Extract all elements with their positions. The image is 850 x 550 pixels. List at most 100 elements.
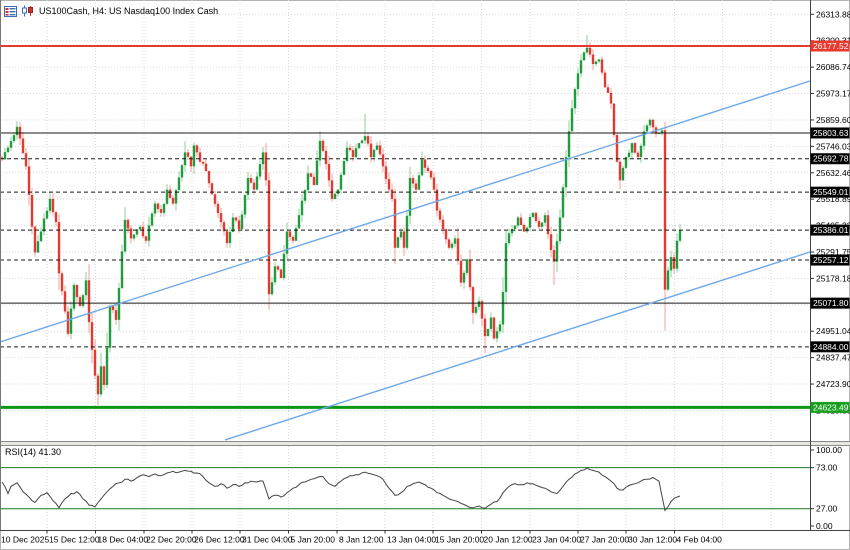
rsi-tick-label: 0.00 [816,521,833,531]
candle-up [174,190,178,204]
rsi-tick-label: 100.00 [816,445,842,455]
level-price-badge-label: 24884.00 [813,342,849,352]
candle-down [129,228,133,239]
level-price-badge [810,153,850,165]
level-price-badge-label: 25386.01 [813,225,849,235]
candle-down [411,177,415,184]
level-price-badge [810,254,850,266]
market-watch-icon[interactable] [4,5,17,17]
ascending-channel-lower[interactable] [224,251,811,441]
rsi-tick-label: 27.00 [816,504,838,514]
candle-down [522,224,526,232]
candle-up [597,59,601,62]
separator-band[interactable] [0,441,850,446]
candle-down [381,154,385,167]
level-price-badge-label: 24623.49 [813,402,849,412]
candle-up [318,140,322,161]
candle-up [465,259,469,273]
candle-down [96,375,100,395]
candle-down [189,156,193,167]
candle-up [585,47,589,53]
candle-up [474,306,478,313]
candle-down [633,143,637,153]
candle-down [126,219,130,229]
candle-up [375,145,379,150]
candle-down [321,140,325,151]
time-tick-label: 13 Jan 04:00 [387,535,436,545]
price-tick-label: 25973.17 [816,89,850,99]
price-tick-label: 24951.04 [816,326,850,336]
candle-up [246,177,250,195]
level-price-badge [810,401,850,413]
candle-down [27,166,31,195]
candle-down [348,147,352,151]
candle-up [642,131,646,146]
ascending-channel-upper[interactable] [0,80,811,343]
candle-up [363,136,367,141]
candle-up [372,149,376,158]
candle-up [666,270,670,290]
candle-down [210,183,214,195]
time-tick-label: 10 Dec 2025 [1,535,49,545]
candle-down [33,226,37,253]
candle-up [81,295,85,306]
price-axis: 26313.8826200.3126086.7425973.1725859.60… [810,9,850,415]
candle-up [564,157,568,188]
candle-up [630,143,634,153]
candle-up [333,193,337,199]
candle-up [504,243,508,292]
candle-up [543,215,547,223]
time-tick-label: 15 Dec 12:00 [49,535,100,545]
candle-up [648,119,652,126]
candle-up [300,200,304,216]
price-tick-label: 25518.89 [816,194,850,204]
candle-down [618,161,622,181]
candle-down [186,152,190,157]
time-tick-label: 27 Jan 20:00 [580,535,629,545]
candle-down [144,236,148,241]
candle-down [279,269,283,278]
candle-down [351,150,355,158]
candle-down [198,152,202,162]
candle-up [453,238,457,244]
price-tick-label: 24837.47 [816,353,850,363]
price-tick-label: 26313.88 [816,9,850,19]
candle-down [651,119,655,128]
candle-up [528,217,532,228]
time-tick-label: 8 Jan 12:00 [339,535,384,545]
candle-up [573,89,577,109]
level-price-badge-label: 25692.78 [813,154,849,164]
candle-up [306,173,310,191]
candle-up [84,280,88,296]
candle-down [429,171,433,178]
candle-down [519,217,523,225]
candle-up [486,328,490,337]
rsi-indicator-label: RSI(14) 41.30 [5,447,62,457]
candle-up [150,213,154,226]
candle-up [594,61,598,65]
candle-down [324,150,328,165]
rsi-panel-layer [0,467,810,512]
candle-down [369,143,373,158]
candle-down [600,59,604,73]
candle-down [60,273,64,292]
candle-down [432,177,436,190]
panel-separator [0,441,850,446]
candle-up [9,141,13,148]
candle-up [297,215,301,229]
time-tick-label: 23 Jan 04:00 [532,535,581,545]
candlestick-chart-icon[interactable] [22,5,34,17]
candle-up [516,217,520,226]
candle-up [12,135,16,142]
chart-legend: US100Cash, H4: US Nasdaq100 Index Cash [4,5,218,17]
candle-down [309,173,313,177]
candle-down [663,130,667,290]
candle-down [78,297,82,306]
rsi-line[interactable] [1,467,681,512]
candle-down [213,194,217,204]
rsi-axis: 100.00 73.00 27.00 0.00 [810,445,842,531]
candle-up [342,160,346,175]
